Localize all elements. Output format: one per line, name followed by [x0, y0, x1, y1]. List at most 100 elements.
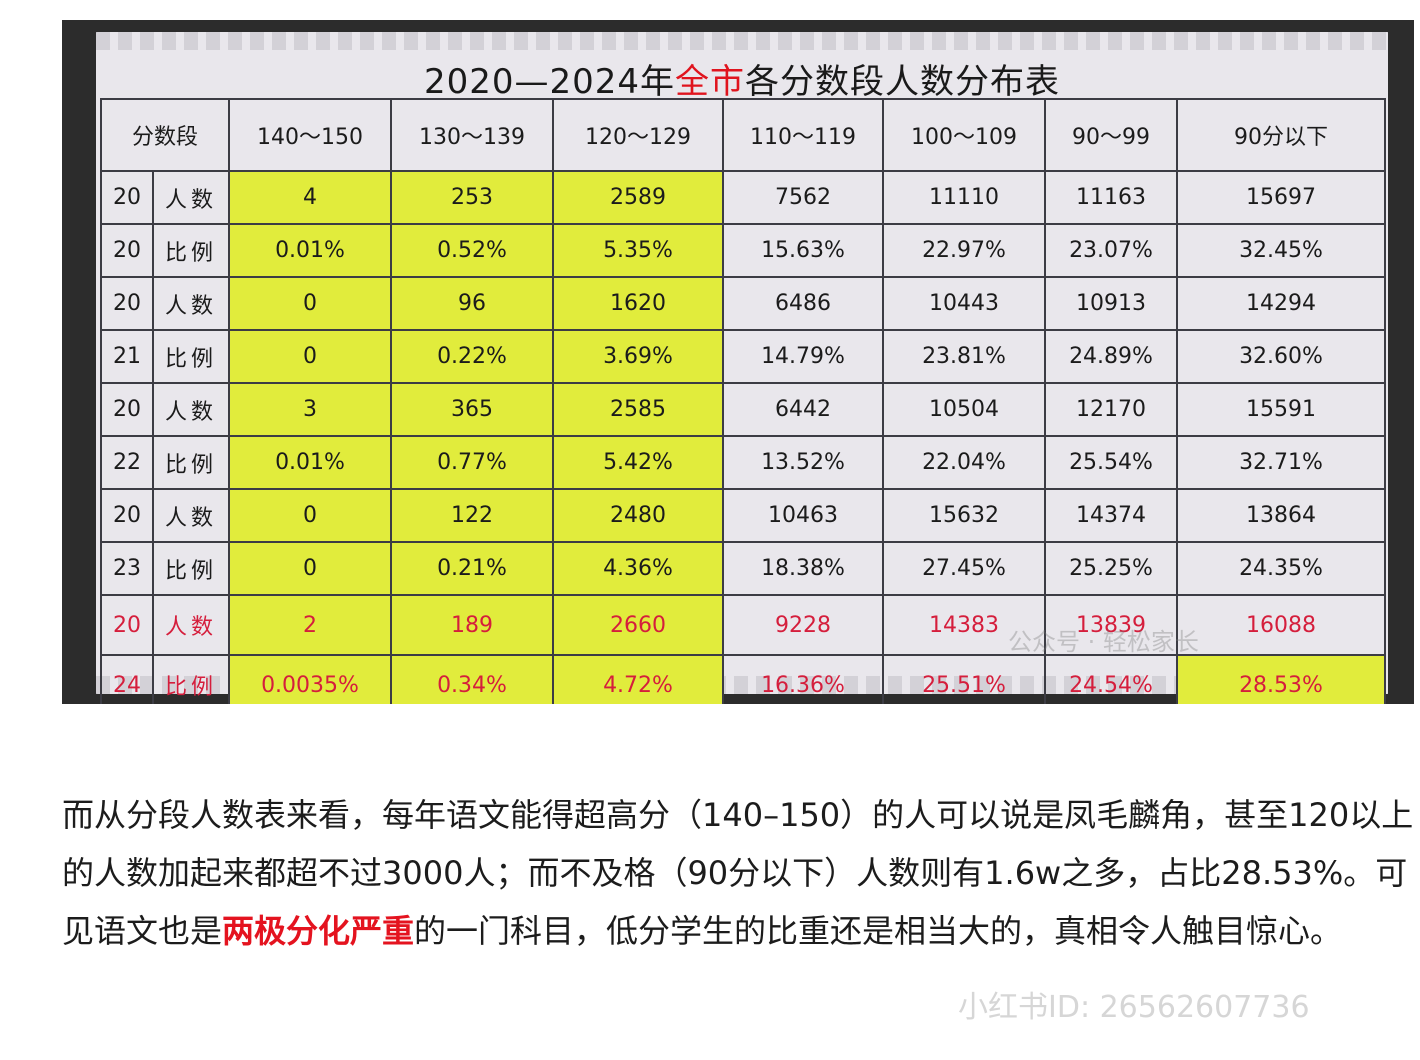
article-paragraph: 而从分段人数表来看，每年语文能得超高分（140–150）的人可以说是凤毛麟角，甚…: [62, 796, 1414, 950]
row-label: 比例: [151, 329, 231, 384]
header-cell: 120～129: [552, 98, 725, 172]
table-cell: 13864: [1176, 488, 1387, 543]
table-cell: 14294: [1176, 276, 1387, 331]
table-cell: 0.01%: [228, 223, 393, 278]
table-cell: 15591: [1176, 382, 1387, 437]
table-cell: 1620: [552, 276, 725, 331]
table-cell: 3.69%: [552, 329, 725, 384]
table-cell: 16088: [1176, 594, 1387, 656]
header-cell: 140～150: [228, 98, 393, 172]
table-cell: 4: [228, 170, 393, 225]
table-row: 20 人数 2 189 2660 9228 14383 13839 16088: [100, 594, 1387, 656]
table-cell: 32.45%: [1176, 223, 1387, 278]
table-row: 20 人数 0 96 1620 6486 10443 10913 14294: [100, 276, 1387, 331]
table-cell: 0.01%: [228, 435, 393, 490]
decorative-border-top: [96, 32, 1388, 50]
row-label: 人数: [151, 488, 231, 543]
table-cell: 14374: [1044, 488, 1179, 543]
table-cell: 189: [390, 594, 555, 656]
table-cell: 18.38%: [722, 541, 885, 596]
score-distribution-table: 分数段 140～150 130～139 120～129 110～119 100～…: [99, 98, 1387, 704]
table-cell: 10504: [882, 382, 1047, 437]
table-cell: 13839: [1044, 594, 1179, 656]
table-cell: 0: [228, 276, 393, 331]
row-label: 比例: [151, 541, 231, 596]
table-cell: 9228: [722, 594, 885, 656]
table-cell: 32.71%: [1176, 435, 1387, 490]
row-label: 比例: [151, 223, 231, 278]
header-cell: 100～109: [882, 98, 1047, 172]
table-cell: 12170: [1044, 382, 1179, 437]
year-cell: 20: [100, 170, 154, 225]
table-sheet: 2020—2024年全市各分数段人数分布表 分数段 140～150 130～13…: [96, 32, 1388, 704]
year-cell: 20: [100, 276, 154, 331]
table-cell: 2585: [552, 382, 725, 437]
table-cell: 0.77%: [390, 435, 555, 490]
year-cell: 23: [100, 541, 154, 596]
table-row: 20 比例 0.01% 0.52% 5.35% 15.63% 22.97% 23.07% 32.…: [100, 223, 1387, 278]
header-row: 分数段 140～150 130～139 120～129 110～119 100～…: [99, 98, 1387, 172]
table-row: 20 人数 0 122 2480 10463 15632 14374 13864: [100, 488, 1387, 543]
header-cell: 90～99: [1044, 98, 1179, 172]
year-cell: 22: [100, 435, 154, 490]
table-cell: 365: [390, 382, 555, 437]
year-cell: 24: [100, 654, 154, 704]
table-row: 24 比例 0.0035% 0.34% 4.72% 16.36% 25.51% 24.54% 2…: [100, 654, 1387, 704]
year-cell: 21: [100, 329, 154, 384]
table-cell: 10443: [882, 276, 1047, 331]
table-cell: 3: [228, 382, 393, 437]
table-cell: 0.21%: [390, 541, 555, 596]
table-cell: 24.89%: [1044, 329, 1179, 384]
year-cell: 20: [100, 594, 154, 656]
header-cell: 分数段: [99, 98, 231, 172]
table-cell: 96: [390, 276, 555, 331]
table-title: 2020—2024年全市各分数段人数分布表: [423, 62, 1061, 102]
row-label: 人数: [151, 594, 231, 656]
year-cell: 20: [100, 488, 154, 543]
table-row: 20 人数 4 253 2589 7562 11110 11163 15697: [100, 170, 1387, 225]
table-row: 21 比例 0 0.22% 3.69% 14.79% 23.81% 24.89% 32.60%: [100, 329, 1387, 384]
table-cell: 24.35%: [1176, 541, 1387, 596]
table-cell: 27.45%: [882, 541, 1047, 596]
table-cell: 2660: [552, 594, 725, 656]
table-row: 20 人数 3 365 2585 6442 10504 12170 15591: [100, 382, 1387, 437]
table-cell: 0.22%: [390, 329, 555, 384]
table-cell: 122: [390, 488, 555, 543]
table-cell: 14.79%: [722, 329, 885, 384]
table-cell: 16.36%: [722, 654, 885, 704]
table-cell: 2480: [552, 488, 725, 543]
table-cell: 13.52%: [722, 435, 885, 490]
table-cell: 0: [228, 541, 393, 596]
row-label: 人数: [151, 276, 231, 331]
table-cell: 5.42%: [552, 435, 725, 490]
table-cell: 4.36%: [552, 541, 725, 596]
table-cell: 23.07%: [1044, 223, 1179, 278]
table-cell: 5.35%: [552, 223, 725, 278]
table-cell: 11163: [1044, 170, 1179, 225]
table-cell: 0: [228, 329, 393, 384]
table-cell: 0.34%: [390, 654, 555, 704]
table-cell: 24.54%: [1044, 654, 1179, 704]
header-cell: 130～139: [390, 98, 555, 172]
emphasis-text: 两极分化严重: [222, 912, 415, 950]
table-cell: 6486: [722, 276, 885, 331]
row-label: 比例: [151, 435, 231, 490]
table-cell: 15632: [882, 488, 1047, 543]
row-label: 人数: [151, 170, 231, 225]
table-cell: 253: [390, 170, 555, 225]
wechat-watermark: 公众号 · 轻松家长: [1008, 628, 1199, 656]
table-cell: 6442: [722, 382, 885, 437]
table-cell: 25.51%: [882, 654, 1047, 704]
table-cell: 11110: [882, 170, 1047, 225]
table-cell: 32.60%: [1176, 329, 1387, 384]
table-cell: 14383: [882, 594, 1047, 656]
table-cell: 28.53%: [1176, 654, 1387, 704]
table-cell: 2589: [552, 170, 725, 225]
table-cell: 0.0035%: [228, 654, 393, 704]
header-cell: 90分以下: [1176, 98, 1387, 172]
table-cell: 22.04%: [882, 435, 1047, 490]
header-cell: 110～119: [722, 98, 885, 172]
table-cell: 0.52%: [390, 223, 555, 278]
table-cell: 15697: [1176, 170, 1387, 225]
xiaohongshu-watermark: 小红书ID: 26562607736: [958, 990, 1310, 1025]
